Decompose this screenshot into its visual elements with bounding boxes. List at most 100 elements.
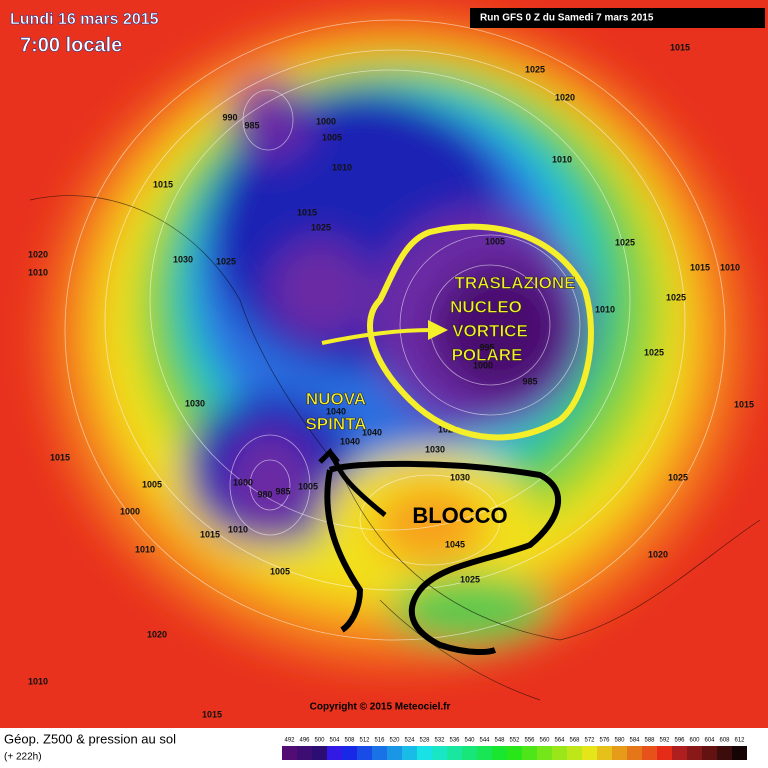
colorbar-label: 560 [539,738,550,744]
colorbar-cell [582,746,597,760]
isobar-label: 1000 [120,506,140,516]
isobar-label: 1005 [322,132,342,142]
colorbar-label: 508 [344,738,355,744]
colorbar-label: 496 [299,738,310,744]
colorbar-label: 520 [389,738,400,744]
isobar-label: 1020 [28,249,48,259]
colorbar-cell [402,746,417,760]
isobar-label: 1015 [200,529,220,539]
colorbar-label: 580 [614,738,625,744]
isobar-label: 985 [244,120,259,130]
colorbar-label: 512 [359,738,370,744]
isobar-label: 1025 [525,64,545,74]
isobar-label: 1015 [734,399,754,409]
colorbar-cell [597,746,612,760]
colorbar-cell [462,746,477,760]
isobar-label: 985 [275,486,290,496]
colorbar-label: 544 [479,738,490,744]
colorbar-cell [447,746,462,760]
colorbar-label: 548 [494,738,505,744]
isobar-label: 1005 [270,566,290,576]
isobar-label: 1010 [332,162,352,172]
footer-title: Géop. Z500 & pression au sol [4,731,176,746]
isobar-label: 1045 [445,539,465,549]
colorbar-cell [552,746,567,760]
run-info: Run GFS 0 Z du Samedi 7 mars 2015 [480,13,654,24]
colorbar-cell [327,746,342,760]
isobar-label: 1025 [668,472,688,482]
annotation: BLOCCO [412,503,507,528]
colorbar-cell [417,746,432,760]
isobar-label: 1005 [142,479,162,489]
coastlines [29,195,761,701]
isobar-label: 1015 [202,709,222,719]
isobar-label: 1000 [473,360,493,370]
isobar-label: 1040 [362,427,382,437]
isobar-label: 1010 [28,267,48,277]
footer-lead: (+ 222h) [4,752,42,763]
colorbar-label: 540 [464,738,475,744]
isobar-label: 1010 [28,676,48,686]
isobar-label: 1010 [595,304,615,314]
colorbar-cell [717,746,732,760]
isobar-label: 1030 [185,398,205,408]
colorbar-label: 556 [524,738,535,744]
colorbar-cell [492,746,507,760]
isobar-label: 1000 [316,116,336,126]
isobar-label: 1020 [555,92,575,102]
annotation: SPINTA [305,414,366,433]
isobar-label: 1015 [690,262,710,272]
colorbar-label: 612 [734,738,745,744]
colorbar-cell [342,746,357,760]
annotation: POLARE [452,345,523,364]
isobar-label: 1025 [666,292,686,302]
isobar-label: 1020 [648,549,668,559]
isobar-label: 980 [257,489,272,499]
isobar-label: 1040 [340,436,360,446]
annotation: NUOVA [306,389,366,408]
colorbar-cell [477,746,492,760]
isobar-label: 1015 [297,207,317,217]
colorbar-label: 604 [704,738,715,744]
colorbar: 492 496 500 504 508 512 516 520 524 528 532 536 540 5… [282,738,747,760]
isobar-label: 1005 [298,481,318,491]
isobar-label: 985 [522,376,537,386]
colorbar-label: 524 [404,738,415,744]
colorbar-label: 588 [644,738,655,744]
colorbar-label: 564 [554,738,565,744]
annotation: VORTICE [452,321,528,340]
colorbar-label: 576 [599,738,610,744]
colorbar-cell [702,746,717,760]
colorbar-label: 608 [719,738,730,744]
annotation-text: TRASLAZIONE NUCLEO VORTICE POLARE NUOVA … [305,273,576,434]
colorbar-label: 572 [584,738,595,744]
colorbar-label: 532 [434,738,445,744]
isobar-label: 1025 [311,222,331,232]
colorbar-cell [627,746,642,760]
map-field [0,0,768,728]
colorbar-cell [732,746,747,760]
colorbar-cell [672,746,687,760]
colorbar-label: 536 [449,738,460,744]
isobar-label: 1030 [450,472,470,482]
colorbar-label: 504 [329,738,340,744]
colorbar-label: 528 [419,738,430,744]
isobar-label: 1025 [644,347,664,357]
colorbar-label: 600 [689,738,700,744]
colorbar-label: 516 [374,738,385,744]
colorbar-cell [537,746,552,760]
colorbar-cell [297,746,312,760]
colorbar-cell [657,746,672,760]
colorbar-cell [282,746,297,760]
annotation: NUCLEO [450,297,522,316]
copyright: Copyright © 2015 Meteociel.fr [310,702,451,713]
colorbar-label: 592 [659,738,670,744]
colorbar-label: 500 [314,738,325,744]
colorbar-cell [507,746,522,760]
colorbar-cell [687,746,702,760]
colorbar-cell [612,746,627,760]
colorbar-cell [567,746,582,760]
isobar-label: 1025 [216,256,236,266]
